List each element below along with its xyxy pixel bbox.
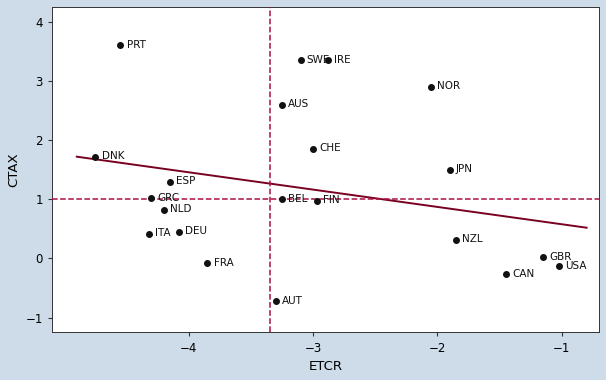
Point: [445, 167, 454, 173]
Point: [144, 231, 154, 237]
Point: [159, 207, 168, 213]
Text: GBR: GBR: [549, 252, 571, 262]
Text: AUT: AUT: [282, 296, 303, 306]
Text: NLD: NLD: [170, 204, 191, 214]
Text: NZL: NZL: [462, 234, 483, 244]
Point: [538, 254, 548, 260]
Text: DNK: DNK: [102, 151, 124, 161]
Text: CHE: CHE: [319, 143, 341, 154]
Point: [271, 298, 281, 304]
Point: [501, 271, 511, 277]
Point: [147, 195, 156, 201]
Point: [90, 154, 100, 160]
Text: GRC: GRC: [158, 193, 180, 203]
Text: CAN: CAN: [512, 269, 534, 279]
Point: [323, 57, 333, 63]
Text: BEL: BEL: [288, 194, 308, 204]
Text: ESP: ESP: [176, 176, 196, 186]
Text: FIN: FIN: [323, 195, 339, 206]
Point: [174, 229, 184, 235]
Point: [277, 196, 287, 202]
Text: PRT: PRT: [127, 40, 145, 50]
X-axis label: ETCR: ETCR: [308, 360, 342, 373]
Point: [202, 260, 212, 266]
Text: NOR: NOR: [438, 81, 461, 91]
Point: [296, 57, 305, 63]
Point: [116, 43, 125, 49]
Text: DEU: DEU: [185, 226, 207, 236]
Point: [277, 101, 287, 108]
Point: [312, 198, 322, 204]
Point: [308, 146, 318, 152]
Point: [427, 84, 436, 90]
Text: FRA: FRA: [213, 258, 233, 268]
Point: [451, 236, 461, 242]
Text: JPN: JPN: [456, 164, 473, 174]
Point: [554, 263, 564, 269]
Text: AUS: AUS: [288, 99, 310, 109]
Text: IRE: IRE: [334, 55, 351, 65]
Text: USA: USA: [565, 261, 587, 271]
Point: [165, 179, 175, 185]
Text: ITA: ITA: [155, 228, 171, 238]
Text: SWE: SWE: [307, 55, 330, 65]
Y-axis label: CTAX: CTAX: [7, 152, 20, 187]
